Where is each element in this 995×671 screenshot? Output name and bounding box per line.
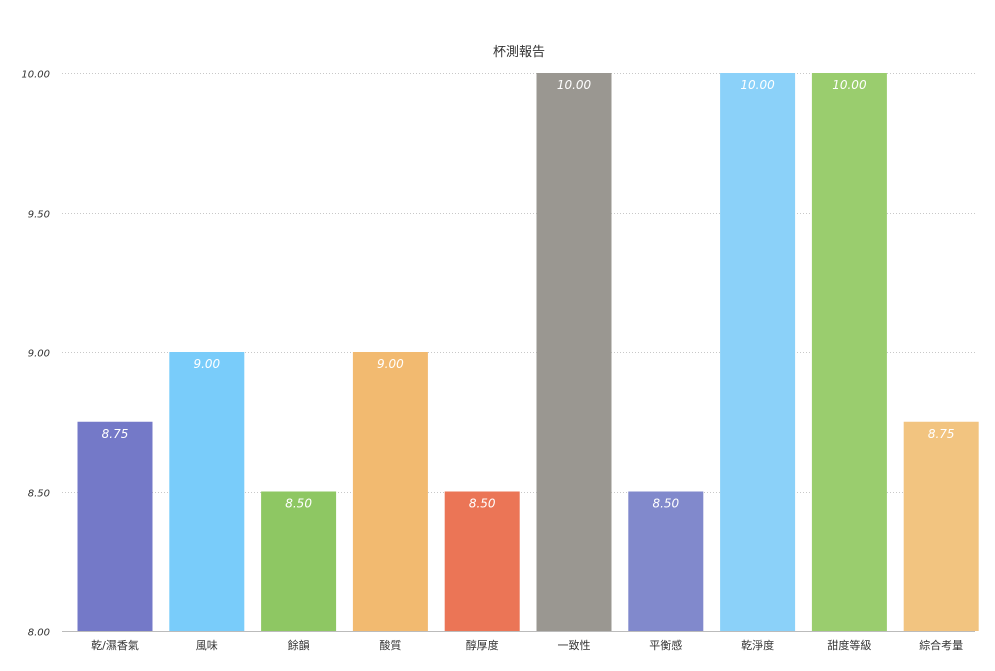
y-axis-ticks: 8.00 8.50 9.00 9.50 10.00 — [21, 70, 50, 639]
data-label: 10.00 — [557, 78, 592, 92]
y-tick-label: 9.00 — [28, 349, 50, 360]
y-tick-label: 10.00 — [21, 70, 50, 81]
bar — [903, 421, 979, 631]
x-tick-label: 醇厚度 — [466, 638, 499, 652]
data-label: 8.75 — [102, 427, 129, 441]
bar — [720, 73, 796, 631]
bar — [444, 491, 520, 631]
y-tick-label: 9.50 — [28, 210, 50, 221]
bars — [77, 73, 979, 631]
x-tick-label: 甜度等級 — [827, 638, 871, 652]
bar — [261, 491, 337, 631]
bar — [352, 352, 428, 631]
x-tick-label: 一致性 — [558, 638, 591, 652]
bar — [811, 73, 887, 631]
data-label: 8.50 — [285, 497, 312, 511]
x-tick-label: 綜合考量 — [919, 638, 963, 652]
x-tick-label: 平衡感 — [649, 639, 682, 652]
bar — [628, 491, 704, 631]
data-label: 9.00 — [377, 357, 404, 371]
bar — [169, 352, 245, 631]
data-labels: 8.75 9.00 8.50 9.00 8.50 10.00 8.50 10.00 10.00 8… — [102, 78, 955, 511]
bar — [536, 73, 612, 631]
y-tick-label: 8.50 — [28, 489, 50, 500]
data-label: 8.75 — [928, 427, 955, 441]
x-tick-label: 乾淨度 — [741, 638, 774, 652]
x-tick-label: 餘韻 — [288, 638, 310, 652]
data-label: 10.00 — [832, 78, 867, 92]
chart-title: 杯測報告 — [493, 45, 545, 60]
data-label: 9.00 — [193, 357, 220, 371]
bar — [77, 421, 153, 631]
x-tick-label: 風味 — [196, 639, 218, 652]
data-label: 10.00 — [740, 78, 775, 92]
y-tick-label: 8.00 — [28, 628, 50, 639]
data-label: 8.50 — [469, 497, 496, 511]
x-axis-ticks: 乾/濕香氣 風味 餘韻 酸質 醇厚度 一致性 平衡感 乾淨度 甜度等級 綜合考量 — [91, 638, 963, 652]
data-label: 8.50 — [652, 497, 679, 511]
x-tick-label: 酸質 — [379, 638, 401, 652]
x-tick-label: 乾/濕香氣 — [91, 638, 139, 652]
